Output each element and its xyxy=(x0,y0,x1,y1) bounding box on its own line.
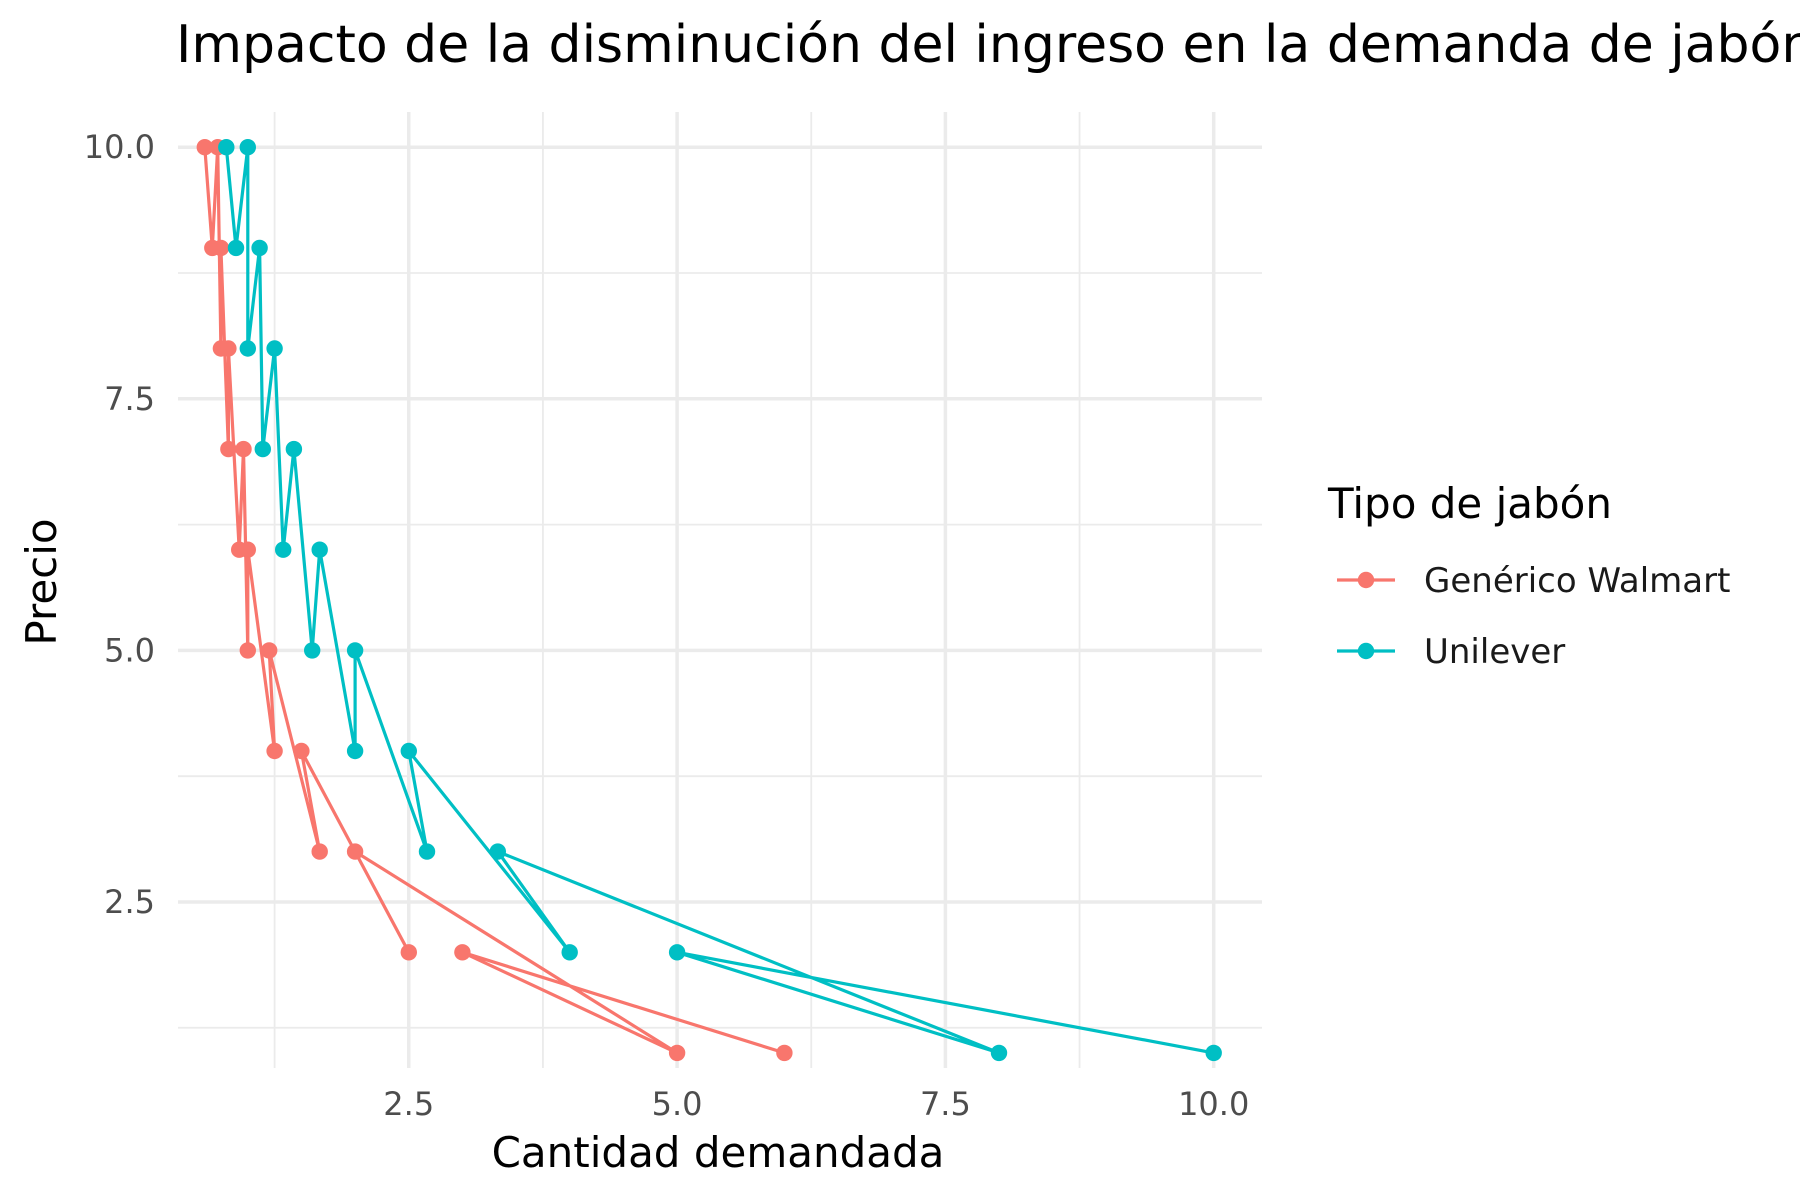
data-point xyxy=(212,239,230,257)
data-point xyxy=(400,944,417,961)
legend-items: Genérico Walmart Unilever xyxy=(1337,561,1730,672)
tick-labels: 2.5 5.0 7.5 10.0 2.5 5.0 7.5 10.0 xyxy=(84,128,1250,1123)
data-point xyxy=(293,742,310,760)
data-point xyxy=(668,944,686,961)
data-point xyxy=(418,843,436,860)
y-tick-label: 2.5 xyxy=(104,883,155,921)
data-point xyxy=(275,541,292,558)
data-point xyxy=(266,340,283,357)
chart-title: Impacto de la disminución del ingreso en… xyxy=(176,15,1800,75)
data-point xyxy=(235,440,252,458)
legend-title: Tipo de jabón xyxy=(1327,479,1612,528)
series-layer xyxy=(196,139,1222,1062)
data-point xyxy=(561,944,578,961)
x-tick-label: 7.5 xyxy=(920,1085,971,1123)
data-point xyxy=(990,1044,1008,1062)
data-point xyxy=(220,340,237,357)
data-point xyxy=(251,239,268,257)
data-point xyxy=(346,742,364,760)
x-tick-label: 5.0 xyxy=(652,1085,703,1123)
data-point xyxy=(776,1044,793,1062)
data-point xyxy=(400,742,417,760)
series-line xyxy=(224,145,1214,1055)
data-point xyxy=(285,440,303,458)
series-generico-walmart xyxy=(196,139,793,1062)
data-point xyxy=(239,642,256,659)
data-point xyxy=(1205,1044,1222,1062)
legend: Tipo de jabón Genérico Walmart Unilever xyxy=(1327,479,1730,672)
data-point xyxy=(218,139,235,156)
legend-key-point xyxy=(1357,642,1375,660)
data-point xyxy=(196,139,213,156)
y-tick-label: 5.0 xyxy=(104,631,155,669)
legend-label: Genérico Walmart xyxy=(1424,561,1730,601)
series-unilever xyxy=(218,139,1222,1062)
y-axis-title: Precio xyxy=(17,518,66,645)
y-tick-label: 7.5 xyxy=(104,380,155,418)
data-point xyxy=(346,843,364,860)
data-point xyxy=(346,642,364,659)
data-point xyxy=(266,742,283,760)
data-point xyxy=(239,541,256,558)
data-point xyxy=(311,843,328,860)
data-point xyxy=(254,440,271,458)
series-line xyxy=(203,145,785,1055)
legend-key-point xyxy=(1357,571,1375,589)
data-point xyxy=(239,139,256,156)
data-point xyxy=(311,541,328,558)
data-point xyxy=(227,239,245,257)
data-point xyxy=(668,1044,686,1062)
legend-item: Unilever xyxy=(1337,632,1565,672)
x-tick-label: 10.0 xyxy=(1178,1085,1249,1123)
x-tick-label: 2.5 xyxy=(383,1085,434,1123)
legend-item: Genérico Walmart xyxy=(1337,561,1730,601)
legend-label: Unilever xyxy=(1424,632,1565,672)
data-point xyxy=(239,340,256,357)
data-point xyxy=(304,642,321,659)
data-point xyxy=(489,843,506,860)
data-point xyxy=(261,642,278,659)
x-axis-title: Cantidad demandada xyxy=(492,1128,945,1177)
data-point xyxy=(220,440,237,458)
grid xyxy=(178,112,1262,1068)
y-tick-label: 10.0 xyxy=(84,128,155,166)
data-point xyxy=(454,944,471,961)
